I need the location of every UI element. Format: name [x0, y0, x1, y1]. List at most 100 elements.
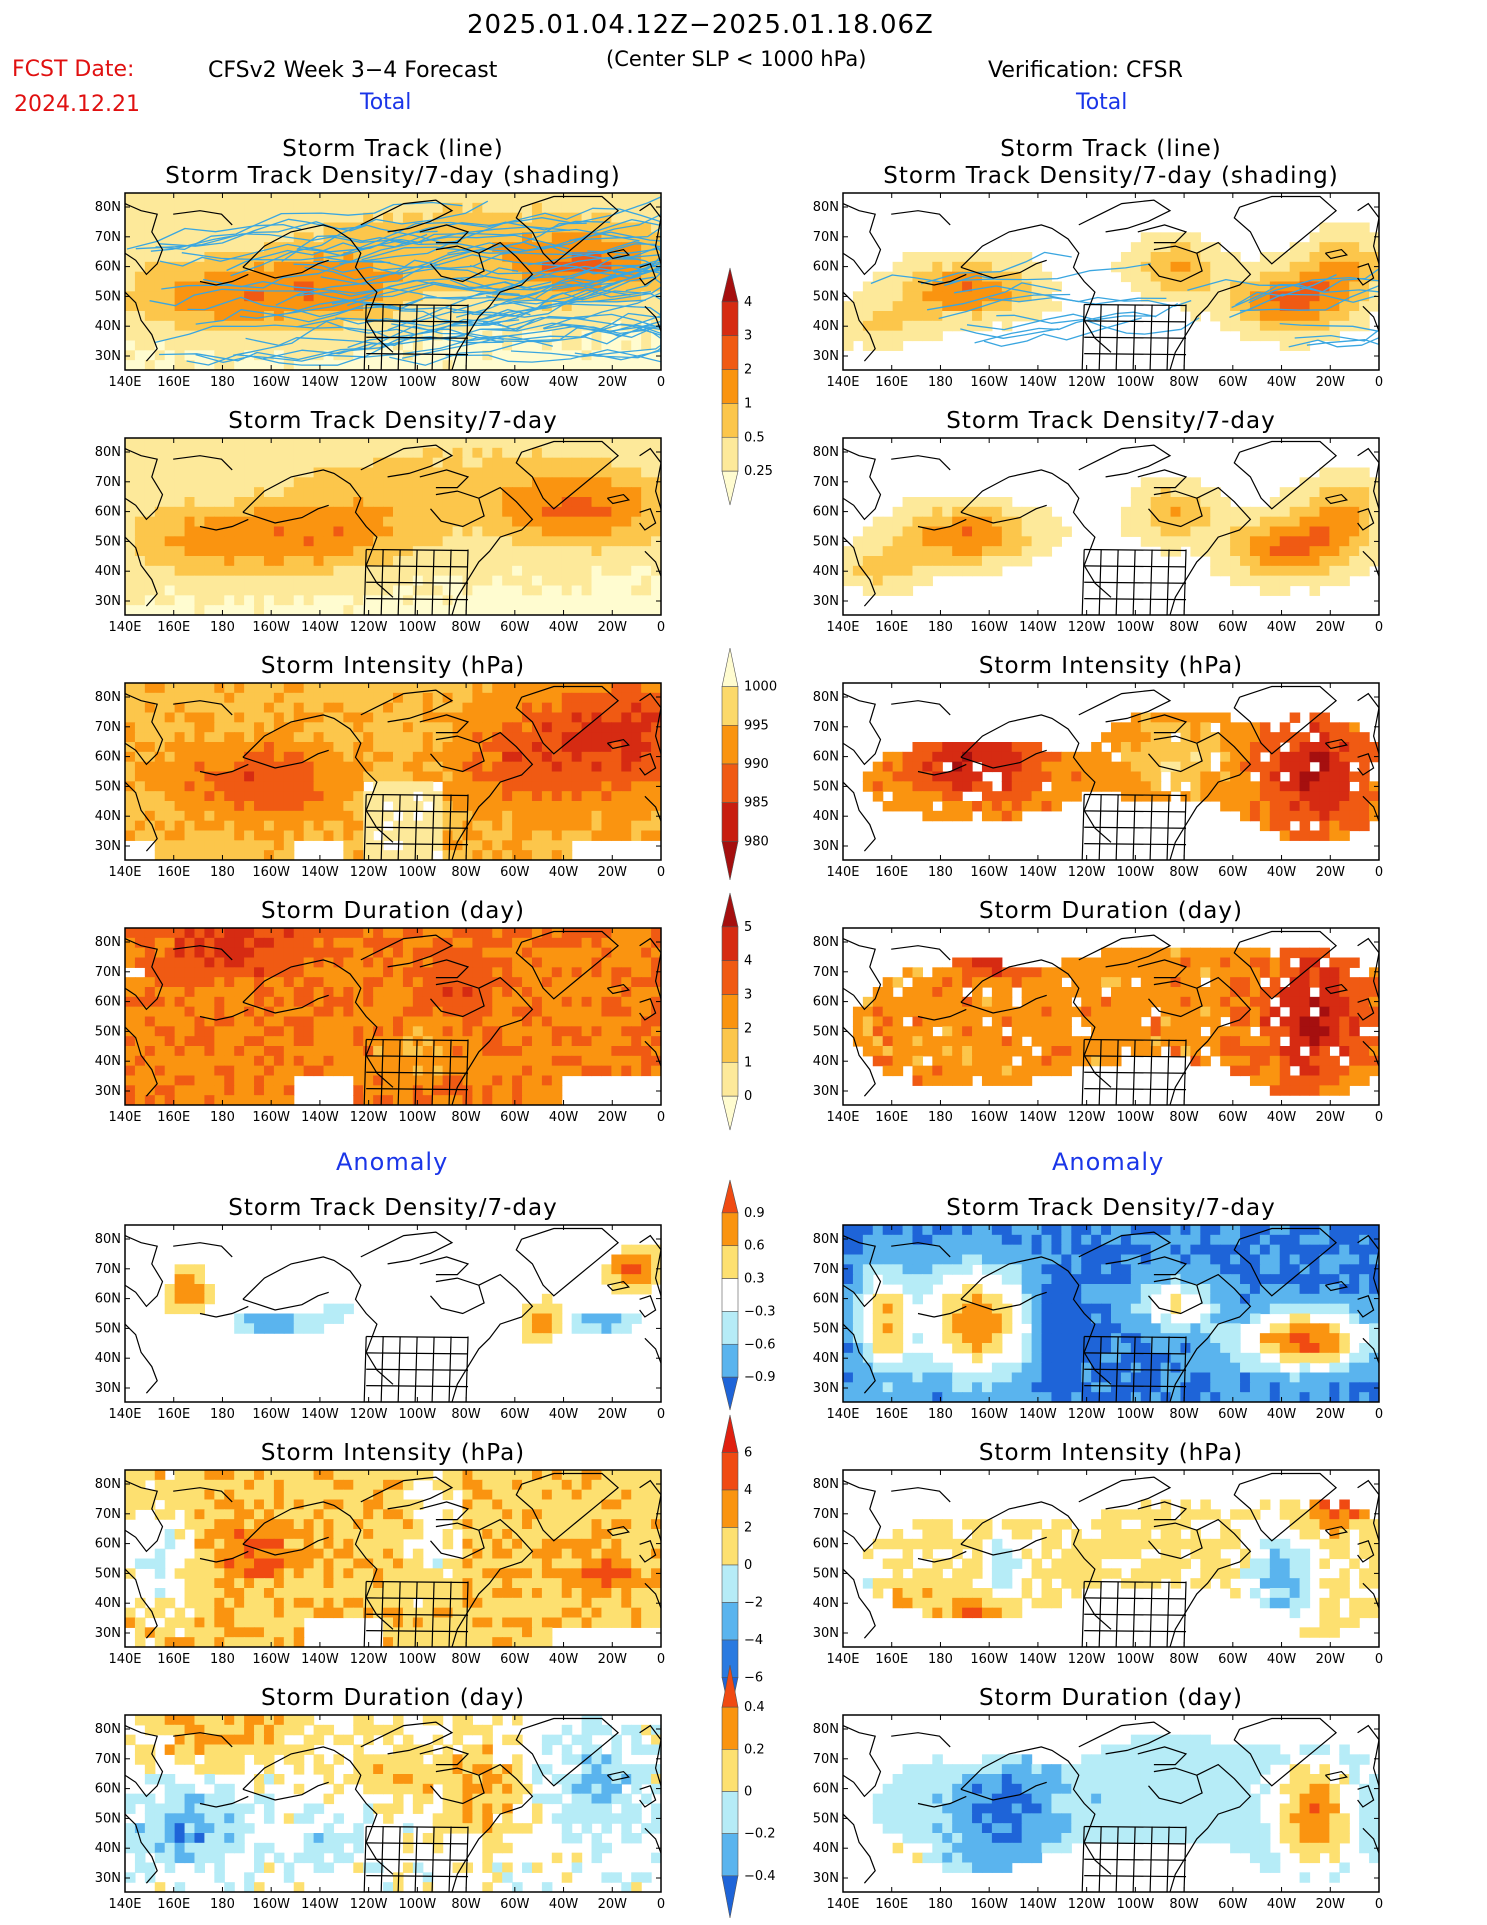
lat-tick-label: 50N: [95, 779, 121, 794]
storm-track-line: [571, 248, 661, 279]
lon-tick-label: 160E: [157, 865, 190, 880]
lon-tick-label: 180: [928, 865, 953, 880]
lon-tick-label: 0: [1375, 1897, 1383, 1912]
map-panel-cfsr-intensity-anom: 140E 160E 180 160W 140W 120W 100W 80W 60W 40W 20W 0…: [813, 1469, 1383, 1667]
map-panel-fcst-duration-anom: 140E 160E 180 160W 140W 120W 100W 80W 60W 40W 20W 0…: [95, 1714, 665, 1912]
storm-track-line: [535, 260, 661, 299]
colorbar-intensity: 1000 995 990 985 980: [721, 647, 777, 881]
lat-tick-label: 80N: [95, 1722, 121, 1737]
lon-tick-label: 0: [1375, 1110, 1383, 1125]
storm-track-line: [996, 314, 1200, 335]
colorbar-label: −2: [744, 1596, 763, 1611]
field-shading: [872, 1734, 1379, 1883]
colorbar-swatch: [721, 841, 739, 881]
colorbar-label: −0.9: [744, 1370, 776, 1385]
storm-track-line: [187, 296, 392, 318]
lon-tick-label: 40W: [549, 1652, 579, 1667]
colorbar-label: 0: [744, 1558, 752, 1573]
lat-tick-label: 70N: [95, 475, 121, 490]
lon-tick-label: 40W: [1267, 375, 1297, 390]
lon-tick-label: 160W: [252, 375, 290, 390]
storm-track-line: [293, 263, 659, 283]
lat-tick-label: 30N: [813, 839, 839, 854]
lat-tick-label: 50N: [95, 1811, 121, 1826]
lon-tick-label: 80W: [451, 1407, 481, 1422]
colorbar-label: 0.25: [744, 464, 773, 479]
lon-tick-label: 160E: [875, 865, 908, 880]
lon-tick-label: 140W: [1019, 1110, 1057, 1125]
storm-track-line: [304, 222, 587, 281]
lat-tick-label: 70N: [813, 475, 839, 490]
lon-tick-label: 0: [1375, 1407, 1383, 1422]
field-shading: [862, 1499, 1379, 1638]
storm-track-line: [135, 233, 423, 250]
lon-tick-label: 0: [657, 620, 665, 635]
colorbar-label: −6: [744, 1671, 763, 1686]
lon-tick-label: 60W: [1218, 1897, 1248, 1912]
colorbar-density: 4 3 2 1 0.5 0.25: [721, 267, 773, 506]
lon-tick-label: 20W: [1316, 1407, 1346, 1422]
lon-tick-label: 40W: [1267, 1110, 1297, 1125]
lat-tick-label: 30N: [95, 1084, 121, 1099]
colorbar-swatch: [721, 1602, 739, 1641]
lon-tick-label: 160E: [157, 1897, 190, 1912]
lon-tick-label: 140E: [826, 1897, 859, 1912]
field-shading: [843, 1225, 1379, 1402]
coastlines: [125, 1717, 661, 1892]
lon-tick-label: 80W: [1169, 1897, 1199, 1912]
coastlines: [843, 1472, 1379, 1647]
lon-tick-label: 0: [657, 375, 665, 390]
lon-tick-label: 40W: [549, 1897, 579, 1912]
lon-tick-label: 140W: [1019, 865, 1057, 880]
storm-track-line: [481, 313, 661, 336]
colorbar-label: 4: [744, 295, 752, 310]
colorbar-swatch: [721, 1343, 739, 1378]
colorbar-label: 0.4: [744, 1700, 765, 1715]
coastlines: [843, 1717, 1379, 1892]
storm-track-line: [226, 239, 401, 272]
storm-track-line: [493, 289, 652, 306]
lat-tick-label: 30N: [813, 594, 839, 609]
panel-frame: [842, 1224, 1380, 1403]
colorbar-label: −4: [744, 1633, 763, 1648]
colorbar-swatch: [721, 267, 739, 303]
lon-tick-label: 120W: [350, 1110, 388, 1125]
panel-title: Storm Duration (day): [979, 1685, 1243, 1711]
colorbar-swatch: [721, 1179, 739, 1214]
lon-tick-label: 0: [1375, 375, 1383, 390]
colorbar-swatch: [721, 335, 739, 370]
storm-track-line: [230, 223, 462, 277]
map-panel-fcst-duration: 140E 160E 180 160W 140W 120W 100W 80W 60W 40W 20W 0…: [95, 927, 665, 1125]
field-shading: [125, 438, 661, 615]
colorbar-intensity_anom: 6 4 2 0 −2 −4 −6: [721, 1414, 763, 1716]
lon-tick-label: 100W: [1117, 620, 1155, 635]
lat-tick-label: 30N: [813, 349, 839, 364]
lon-tick-label: 60W: [500, 1110, 530, 1125]
lat-tick-label: 80N: [95, 445, 121, 460]
lon-tick-label: 100W: [399, 1407, 437, 1422]
colorbar-label: 0.9: [744, 1206, 765, 1221]
storm-track-line: [870, 274, 995, 285]
lon-tick-label: 80W: [1169, 1407, 1199, 1422]
colorbar-swatch: [721, 301, 739, 337]
lon-tick-label: 80W: [451, 620, 481, 635]
colorbar-label: 2: [744, 1021, 752, 1036]
lon-tick-label: 100W: [1117, 865, 1155, 880]
storm-track-line: [347, 318, 520, 349]
storm-track-line: [287, 299, 484, 315]
lat-tick-label: 60N: [813, 260, 839, 275]
lon-tick-label: 60W: [500, 1407, 530, 1422]
lon-tick-label: 160W: [970, 375, 1008, 390]
storm-track-line: [1294, 303, 1379, 342]
lon-tick-label: 140E: [826, 1652, 859, 1667]
lon-tick-label: 120W: [350, 375, 388, 390]
lat-tick-label: 80N: [813, 690, 839, 705]
lon-tick-label: 160W: [970, 620, 1008, 635]
lat-tick-label: 50N: [95, 1566, 121, 1581]
lon-tick-label: 140E: [826, 865, 859, 880]
lat-tick-label: 70N: [95, 230, 121, 245]
lat-tick-label: 50N: [95, 1024, 121, 1039]
colorbar-label: 4: [744, 954, 752, 969]
storm-track-line: [542, 286, 661, 330]
